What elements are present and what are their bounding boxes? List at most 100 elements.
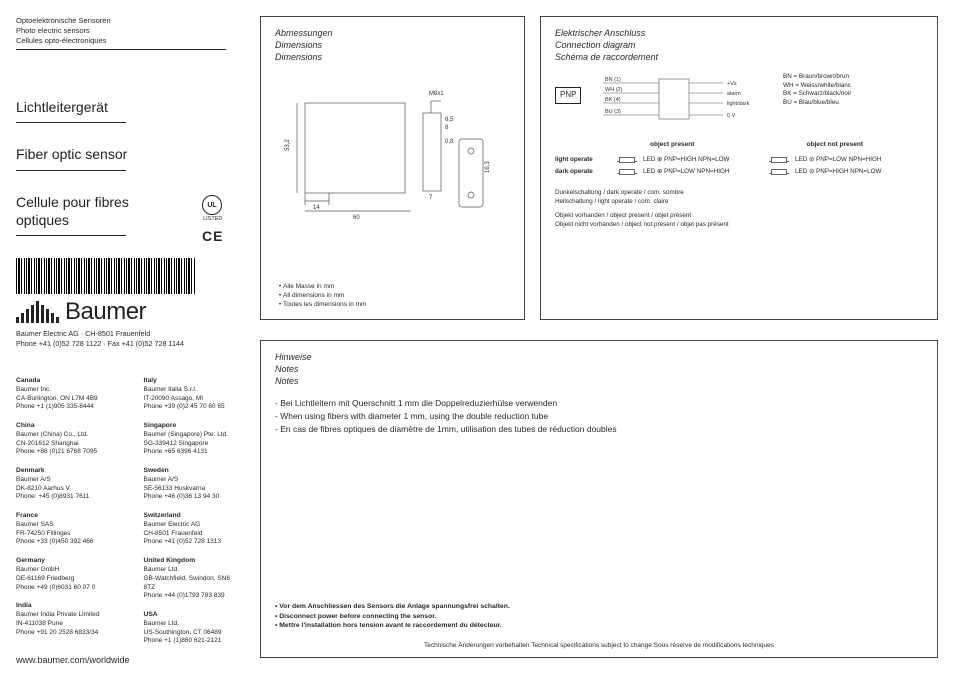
- address-line: Baumer Electric AG · CH-8501 Frauenfeld: [16, 329, 241, 339]
- barcode: [16, 258, 196, 294]
- dim-label: 60: [353, 215, 360, 221]
- office-entry: SwedenBaumer A/SSE-56133 HuskvarnaPhone …: [144, 466, 242, 502]
- heading-line: Elektrischer Anschluss: [555, 27, 923, 39]
- company-address: Baumer Electric AG · CH-8501 Frauenfeld …: [16, 329, 241, 348]
- note-line: Dunkelschaltung / dark operate / com. so…: [555, 189, 923, 198]
- office-entry: ItalyBaumer Italia S.r.l.IT-20090 Assago…: [144, 376, 242, 412]
- dim-label: 8,5: [445, 117, 454, 123]
- note-line: Objekt nicht vorhanden / object not pres…: [555, 221, 923, 230]
- heading-line: Schéma de raccordement: [555, 51, 923, 63]
- heading-line: Abmessungen: [275, 27, 510, 39]
- header-line: Cellules opto-électroniques: [16, 36, 241, 46]
- dimensions-svg: 53,2 14 60 M8x1 8,5 8 0,8 7 16,3: [283, 73, 503, 243]
- footer-disclaimer: Technische Änderungen vorbehalten Techni…: [261, 642, 937, 649]
- svg-text:WH (2): WH (2): [605, 87, 623, 93]
- note-line: Objekt vorhanden / object present / obje…: [555, 212, 923, 221]
- office-entry: CanadaBaumer Inc.CA-Burlington, ON L7M 4…: [16, 376, 114, 412]
- offices-col-left: CanadaBaumer Inc.CA-Burlington, ON L7M 4…: [16, 376, 114, 655]
- panel-dimensions: Abmessungen Dimensions Dimensions: [260, 16, 525, 320]
- panel-notes: Hinweise Notes Notes - Bei Lichtleitern …: [260, 340, 938, 658]
- note-line: Hellschaltung / light operate / com. cla…: [555, 198, 923, 207]
- note-line: - When using fibers with diameter 1 mm, …: [275, 410, 923, 423]
- office-entry: United KingdomBaumer Ltd.GB-Watchfield, …: [144, 556, 242, 601]
- warn-line: • Mettre l'installation hors tension ava…: [275, 622, 502, 629]
- dimensions-figure: 53,2 14 60 M8x1 8,5 8 0,8 7 16,3: [283, 73, 503, 243]
- divider: [16, 122, 126, 123]
- heading-line: Dimensions: [275, 39, 510, 51]
- bullet: Toutes les dimensions in mm: [283, 300, 366, 309]
- legend-line: BU = Blau/blue/bleu: [783, 99, 851, 108]
- heading-line: Notes: [275, 375, 923, 387]
- svg-text:BU (3): BU (3): [605, 109, 621, 115]
- connection-body: PNP BN (1) WH (2): [555, 73, 923, 230]
- page: Optoelektronische Sensoren Photo electri…: [0, 0, 954, 675]
- panel-heading: Abmessungen Dimensions Dimensions: [275, 27, 510, 63]
- col-notpresent: object not present: [807, 141, 863, 150]
- office-entry: SwitzerlandBaumer Electric AGCH-8501 Fra…: [144, 511, 242, 547]
- svg-text:0 V: 0 V: [727, 113, 736, 119]
- product-title-de: Lichtleitergerät: [16, 98, 241, 116]
- legend-line: BK = Schwarz/black/noir: [783, 90, 851, 99]
- svg-text:+Vs: +Vs: [727, 81, 737, 87]
- pnp-label: PNP: [555, 87, 581, 104]
- dims-bullets: Alle Masse in mm All dimensions in mm To…: [283, 282, 366, 309]
- cert-marks: UL LISTED CE: [202, 195, 223, 244]
- ce-mark-icon: CE: [202, 228, 223, 244]
- product-title-en: Fiber optic sensor: [16, 145, 241, 163]
- product-title-fr: Cellule pour fibres optiques: [16, 193, 146, 229]
- office-entry: DenmarkBaumer A/SDK-8210 Aarhus VPhone: …: [16, 466, 114, 502]
- address-line: Phone +41 (0)52 728 1122 · Fax +41 (0)52…: [16, 339, 241, 349]
- legend-line: WH = Weiss/white/blanc: [783, 82, 851, 91]
- divider: [16, 49, 226, 50]
- ul-sub: LISTED: [202, 216, 223, 222]
- divider: [16, 235, 126, 236]
- svg-text:alarm: alarm: [727, 91, 741, 97]
- svg-text:BN (1): BN (1): [605, 77, 621, 83]
- logo: Baumer: [16, 298, 241, 326]
- panel-heading: Hinweise Notes Notes: [275, 351, 923, 387]
- warn-line: • Disconnect power before connecting the…: [275, 613, 436, 620]
- office-entry: IndiaBaumer India Private LimitedIN-4110…: [16, 601, 114, 637]
- office-entry: GermanyBaumer GmbHDE-61169 FriedbergPhon…: [16, 556, 114, 592]
- dim-label: 7: [429, 195, 433, 201]
- offices-col-right: ItalyBaumer Italia S.r.l.IT-20090 Assago…: [144, 376, 242, 655]
- col-present: object present: [650, 141, 694, 150]
- ul-mark-icon: UL: [202, 195, 222, 215]
- color-legend: BN = Braun/brown/brun WH = Weiss/white/b…: [783, 73, 851, 127]
- svg-text:light/dark: light/dark: [727, 101, 750, 107]
- logo-text: Baumer: [65, 298, 146, 326]
- logic-row: light operateLED ⊕ PNP=HIGH NPN=LOWLED ⊘…: [555, 156, 923, 165]
- dim-label: 8: [445, 125, 449, 131]
- header-block: Optoelektronische Sensoren Photo electri…: [16, 16, 241, 45]
- logic-table: light operateLED ⊕ PNP=HIGH NPN=LOWLED ⊘…: [555, 156, 923, 177]
- svg-text:BK (4): BK (4): [605, 97, 621, 103]
- heading-line: Hinweise: [275, 351, 923, 363]
- heading-line: Notes: [275, 363, 923, 375]
- notes-warning: • Vor dem Anschliessen des Sensors die A…: [275, 602, 510, 631]
- note-line: - Bei Lichtleitern mit Querschnitt 1 mm …: [275, 397, 923, 410]
- divider: [16, 170, 126, 171]
- logo-bars-icon: [16, 301, 59, 323]
- dim-label: 53,2: [285, 139, 291, 151]
- notes-body: - Bei Lichtleitern mit Querschnitt 1 mm …: [275, 397, 923, 435]
- left-column: Optoelektronische Sensoren Photo electri…: [16, 16, 241, 348]
- warn-line: • Vor dem Anschliessen des Sensors die A…: [275, 603, 510, 610]
- office-entry: USABaumer Ltd.US-Southington, CT 06489Ph…: [144, 610, 242, 646]
- heading-line: Connection diagram: [555, 39, 923, 51]
- dim-label: 16,3: [485, 161, 491, 173]
- bullet: All dimensions in mm: [283, 291, 366, 300]
- dim-label: 14: [313, 205, 320, 211]
- heading-line: Dimensions: [275, 51, 510, 63]
- logic-row: dark operateLED ⊕ PNP=LOW NPN=HIGHLED ⊘ …: [555, 168, 923, 177]
- connection-notes: Dunkelschaltung / dark operate / com. so…: [555, 189, 923, 230]
- wiring-svg: BN (1) WH (2) BK (4) BU (3) +Vs alarm li…: [603, 73, 773, 123]
- bullet: Alle Masse in mm: [283, 282, 366, 291]
- header-line: Optoelektronische Sensoren: [16, 16, 241, 26]
- logic-header: object present object not present: [650, 141, 863, 150]
- offices-grid: CanadaBaumer Inc.CA-Burlington, ON L7M 4…: [16, 376, 241, 655]
- dim-label: M8x1: [429, 91, 444, 97]
- header-line: Photo electric sensors: [16, 26, 241, 36]
- note-line: - En cas de fibres optiques de diamètre …: [275, 423, 923, 436]
- dim-label: 0,8: [445, 139, 454, 145]
- panel-connection: Elektrischer Anschluss Connection diagra…: [540, 16, 938, 320]
